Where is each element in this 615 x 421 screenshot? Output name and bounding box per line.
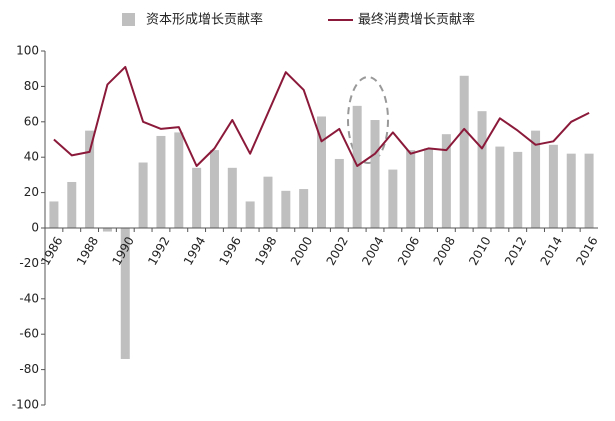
bar [406, 150, 416, 228]
bar [49, 201, 59, 228]
bar [441, 134, 451, 228]
x-tick-label: 1990 [110, 234, 137, 267]
bar [548, 144, 558, 228]
line-series [53, 65, 590, 167]
legend: 资本形成增长贡献率 最终消费增长贡献率 [122, 12, 475, 28]
legend-swatch [122, 13, 135, 26]
bar [531, 130, 541, 228]
y-tick-label: -20 [19, 256, 39, 270]
y-tick-label: 20 [24, 185, 39, 199]
bar [281, 190, 291, 228]
legend-label: 最终消费增长贡献率 [358, 12, 475, 28]
bar [209, 150, 219, 228]
bar [174, 132, 184, 228]
bar [459, 75, 469, 228]
x-tick-label: 2014 [538, 234, 565, 267]
y-tick-label: -80 [19, 362, 39, 376]
bar [477, 111, 487, 228]
bar [156, 135, 166, 228]
bar [192, 167, 202, 228]
bar [245, 201, 255, 228]
x-tick-label: 1992 [145, 234, 172, 267]
y-tick-label: 80 [24, 79, 39, 93]
y-tick-label: -40 [19, 291, 39, 305]
x-tick-label: 2010 [466, 234, 493, 267]
x-tick-label: 2012 [502, 234, 529, 267]
bar [334, 158, 344, 228]
x-tick-label: 2004 [359, 234, 386, 267]
y-tick-label: 60 [24, 114, 39, 128]
bar [138, 162, 148, 228]
bar [370, 120, 380, 228]
x-tick-label: 1994 [181, 234, 208, 267]
y-tick-label: 40 [24, 150, 39, 164]
x-tick-label: 1986 [38, 234, 65, 267]
bar [317, 116, 326, 228]
x-tick-label: 2002 [324, 234, 351, 267]
legend-label: 资本形成增长贡献率 [146, 12, 263, 28]
bar [495, 146, 505, 228]
bar [424, 148, 434, 228]
x-tick-label: 1998 [252, 234, 279, 267]
y-tick-label: -60 [19, 327, 39, 341]
bar [388, 169, 398, 228]
bar [102, 228, 112, 232]
x-tick-label: 1996 [217, 234, 244, 267]
x-tick-label: 2006 [395, 234, 422, 267]
bar [566, 153, 576, 228]
bar [120, 228, 130, 359]
highlight-ellipse [347, 76, 389, 164]
x-tick-label: 2016 [573, 234, 600, 267]
bar [85, 130, 95, 228]
y-tick-label: -100 [12, 398, 39, 412]
bar [513, 151, 523, 228]
bar [67, 181, 77, 228]
x-tick-label: 2000 [288, 234, 315, 267]
bar [227, 167, 237, 228]
bar [263, 176, 273, 228]
bar [584, 153, 594, 228]
y-tick-label: 100 [16, 44, 39, 58]
x-tick-label: 1988 [74, 234, 101, 267]
x-tick-label: 2008 [431, 234, 458, 267]
y-tick-label: 0 [31, 221, 39, 235]
bar [299, 189, 309, 228]
